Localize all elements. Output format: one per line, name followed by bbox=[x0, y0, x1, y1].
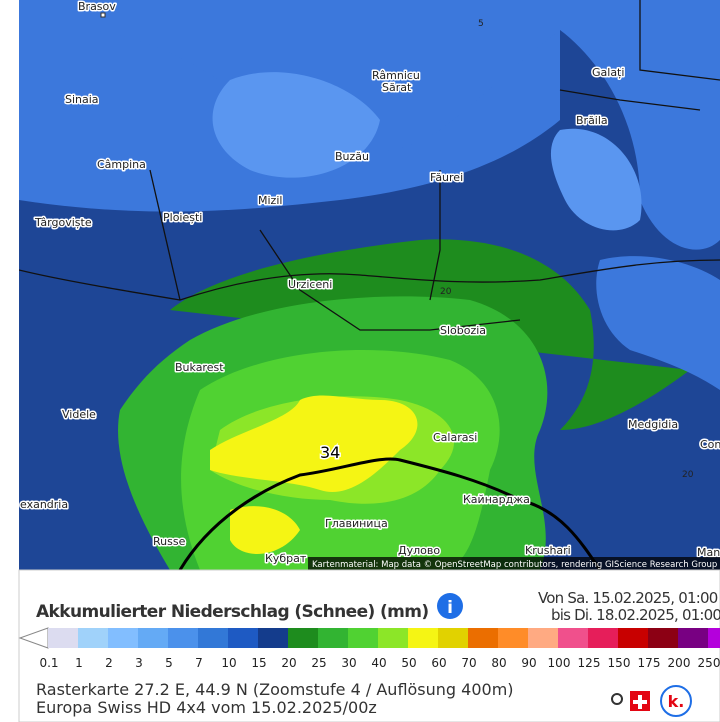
legend: 0.1 1 2 3 5 7 10 15 20 25 30 40 50 60 70 80 90 100 125 150 1… bbox=[18, 627, 720, 670]
place-label: exandria bbox=[20, 498, 68, 511]
legend-label: 5 bbox=[165, 656, 173, 670]
panel-title: Akkumulierter Niederschlag (Schnee) (mm) bbox=[36, 602, 429, 622]
place-label: Krushari bbox=[525, 544, 571, 557]
footer-line: Europa Swiss HD 4x4 vom 15.02.2025/00z bbox=[36, 698, 377, 717]
place-label: Buzău bbox=[335, 150, 369, 163]
legend-label: 50 bbox=[401, 656, 416, 670]
place-label: Târgoviște bbox=[34, 216, 92, 229]
footer-line: Rasterkarte 27.2 E, 44.9 N (Zoomstufe 4 … bbox=[36, 680, 514, 699]
info-icon[interactable] bbox=[437, 593, 463, 619]
legend-label: 10 bbox=[221, 656, 236, 670]
place-label: Medgidia bbox=[628, 418, 678, 431]
place-label: Făurei bbox=[430, 171, 463, 184]
place-label: Sărat bbox=[382, 81, 412, 94]
legend-swatch bbox=[588, 628, 618, 648]
legend-swatch bbox=[78, 628, 108, 648]
legend-label: 60 bbox=[431, 656, 446, 670]
legend-swatch bbox=[228, 628, 258, 648]
legend-swatch bbox=[558, 628, 588, 648]
legend-label: 15 bbox=[251, 656, 266, 670]
place-label: Ploiești bbox=[163, 211, 202, 224]
place-label: Brăila bbox=[576, 114, 608, 127]
legend-swatch bbox=[708, 628, 720, 648]
place-label: Videle bbox=[62, 408, 96, 421]
legend-swatch bbox=[378, 628, 408, 648]
legend-swatch bbox=[288, 628, 318, 648]
svg-text:i: i bbox=[447, 598, 453, 618]
legend-label: 20 bbox=[281, 656, 296, 670]
legend-swatch bbox=[198, 628, 228, 648]
place-label: Russe bbox=[153, 535, 186, 548]
legend-swatch bbox=[348, 628, 378, 648]
place-label: Кайнарджа bbox=[463, 493, 530, 506]
logos: k. bbox=[611, 685, 692, 717]
legend-swatch bbox=[438, 628, 468, 648]
legend-swatch bbox=[408, 628, 438, 648]
contour-label: 5 bbox=[478, 19, 484, 29]
legend-swatch bbox=[108, 628, 138, 648]
legend-swatch bbox=[468, 628, 498, 648]
place-label: Главиница bbox=[325, 517, 388, 530]
legend-label: 7 bbox=[195, 656, 203, 670]
place-label: Дулово bbox=[398, 544, 440, 557]
place-label: Câmpina bbox=[97, 158, 146, 171]
place-label: Râmnicu bbox=[372, 69, 420, 82]
legend-swatch bbox=[648, 628, 678, 648]
legend-label: 70 bbox=[461, 656, 476, 670]
place-label: Galați bbox=[592, 66, 624, 79]
contour-label: 20 bbox=[682, 470, 694, 480]
legend-swatch bbox=[138, 628, 168, 648]
place-label: Con bbox=[700, 438, 720, 451]
date-to: bis Di. 18.02.2025, 01:00 bbox=[551, 606, 720, 624]
legend-label: 100 bbox=[548, 656, 571, 670]
attribution: Kartenmaterial: Map data © OpenStreetMap… bbox=[312, 560, 717, 570]
legend-label: 90 bbox=[521, 656, 536, 670]
legend-swatch bbox=[678, 628, 708, 648]
legend-label: 250 bbox=[698, 656, 720, 670]
legend-swatch bbox=[318, 628, 348, 648]
map: Brasov Sinaia Câmpina Târgoviște Ploieșt… bbox=[19, 0, 720, 570]
legend-label: 0.1 bbox=[39, 656, 58, 670]
place-label: Mizil bbox=[258, 194, 282, 207]
legend-label: 2 bbox=[105, 656, 113, 670]
place-label: Urziceni bbox=[288, 278, 332, 291]
legend-label: 150 bbox=[608, 656, 631, 670]
legend-label: 3 bbox=[135, 656, 143, 670]
date-from: Von Sa. 15.02.2025, 01:00 bbox=[538, 589, 718, 607]
place-label: Brasov bbox=[78, 0, 116, 13]
legend-swatch bbox=[258, 628, 288, 648]
legend-swatch bbox=[48, 628, 78, 648]
legend-label: 175 bbox=[638, 656, 661, 670]
legend-swatch bbox=[498, 628, 528, 648]
place-marker bbox=[100, 12, 106, 18]
legend-label: 200 bbox=[668, 656, 691, 670]
legend-label: 40 bbox=[371, 656, 386, 670]
svg-text:k.: k. bbox=[668, 692, 685, 711]
max-value-label: 34 bbox=[320, 443, 340, 462]
contour-label: 20 bbox=[440, 287, 452, 297]
legend-label: 125 bbox=[578, 656, 601, 670]
legend-label: 30 bbox=[341, 656, 356, 670]
place-label: Mang bbox=[697, 546, 720, 559]
legend-swatch bbox=[168, 628, 198, 648]
place-label: Slobozia bbox=[440, 324, 486, 337]
place-label: Кубрат bbox=[265, 552, 307, 565]
place-label: Calarasi bbox=[433, 431, 477, 444]
legend-label: 1 bbox=[75, 656, 83, 670]
place-label: Sinaia bbox=[65, 93, 99, 106]
legend-label: 80 bbox=[491, 656, 506, 670]
legend-swatch bbox=[528, 628, 558, 648]
places: Brasov Sinaia Câmpina Târgoviște Ploieșt… bbox=[19, 0, 720, 567]
place-label: Bukarest bbox=[175, 361, 224, 374]
legend-swatch bbox=[618, 628, 648, 648]
legend-label: 25 bbox=[311, 656, 326, 670]
